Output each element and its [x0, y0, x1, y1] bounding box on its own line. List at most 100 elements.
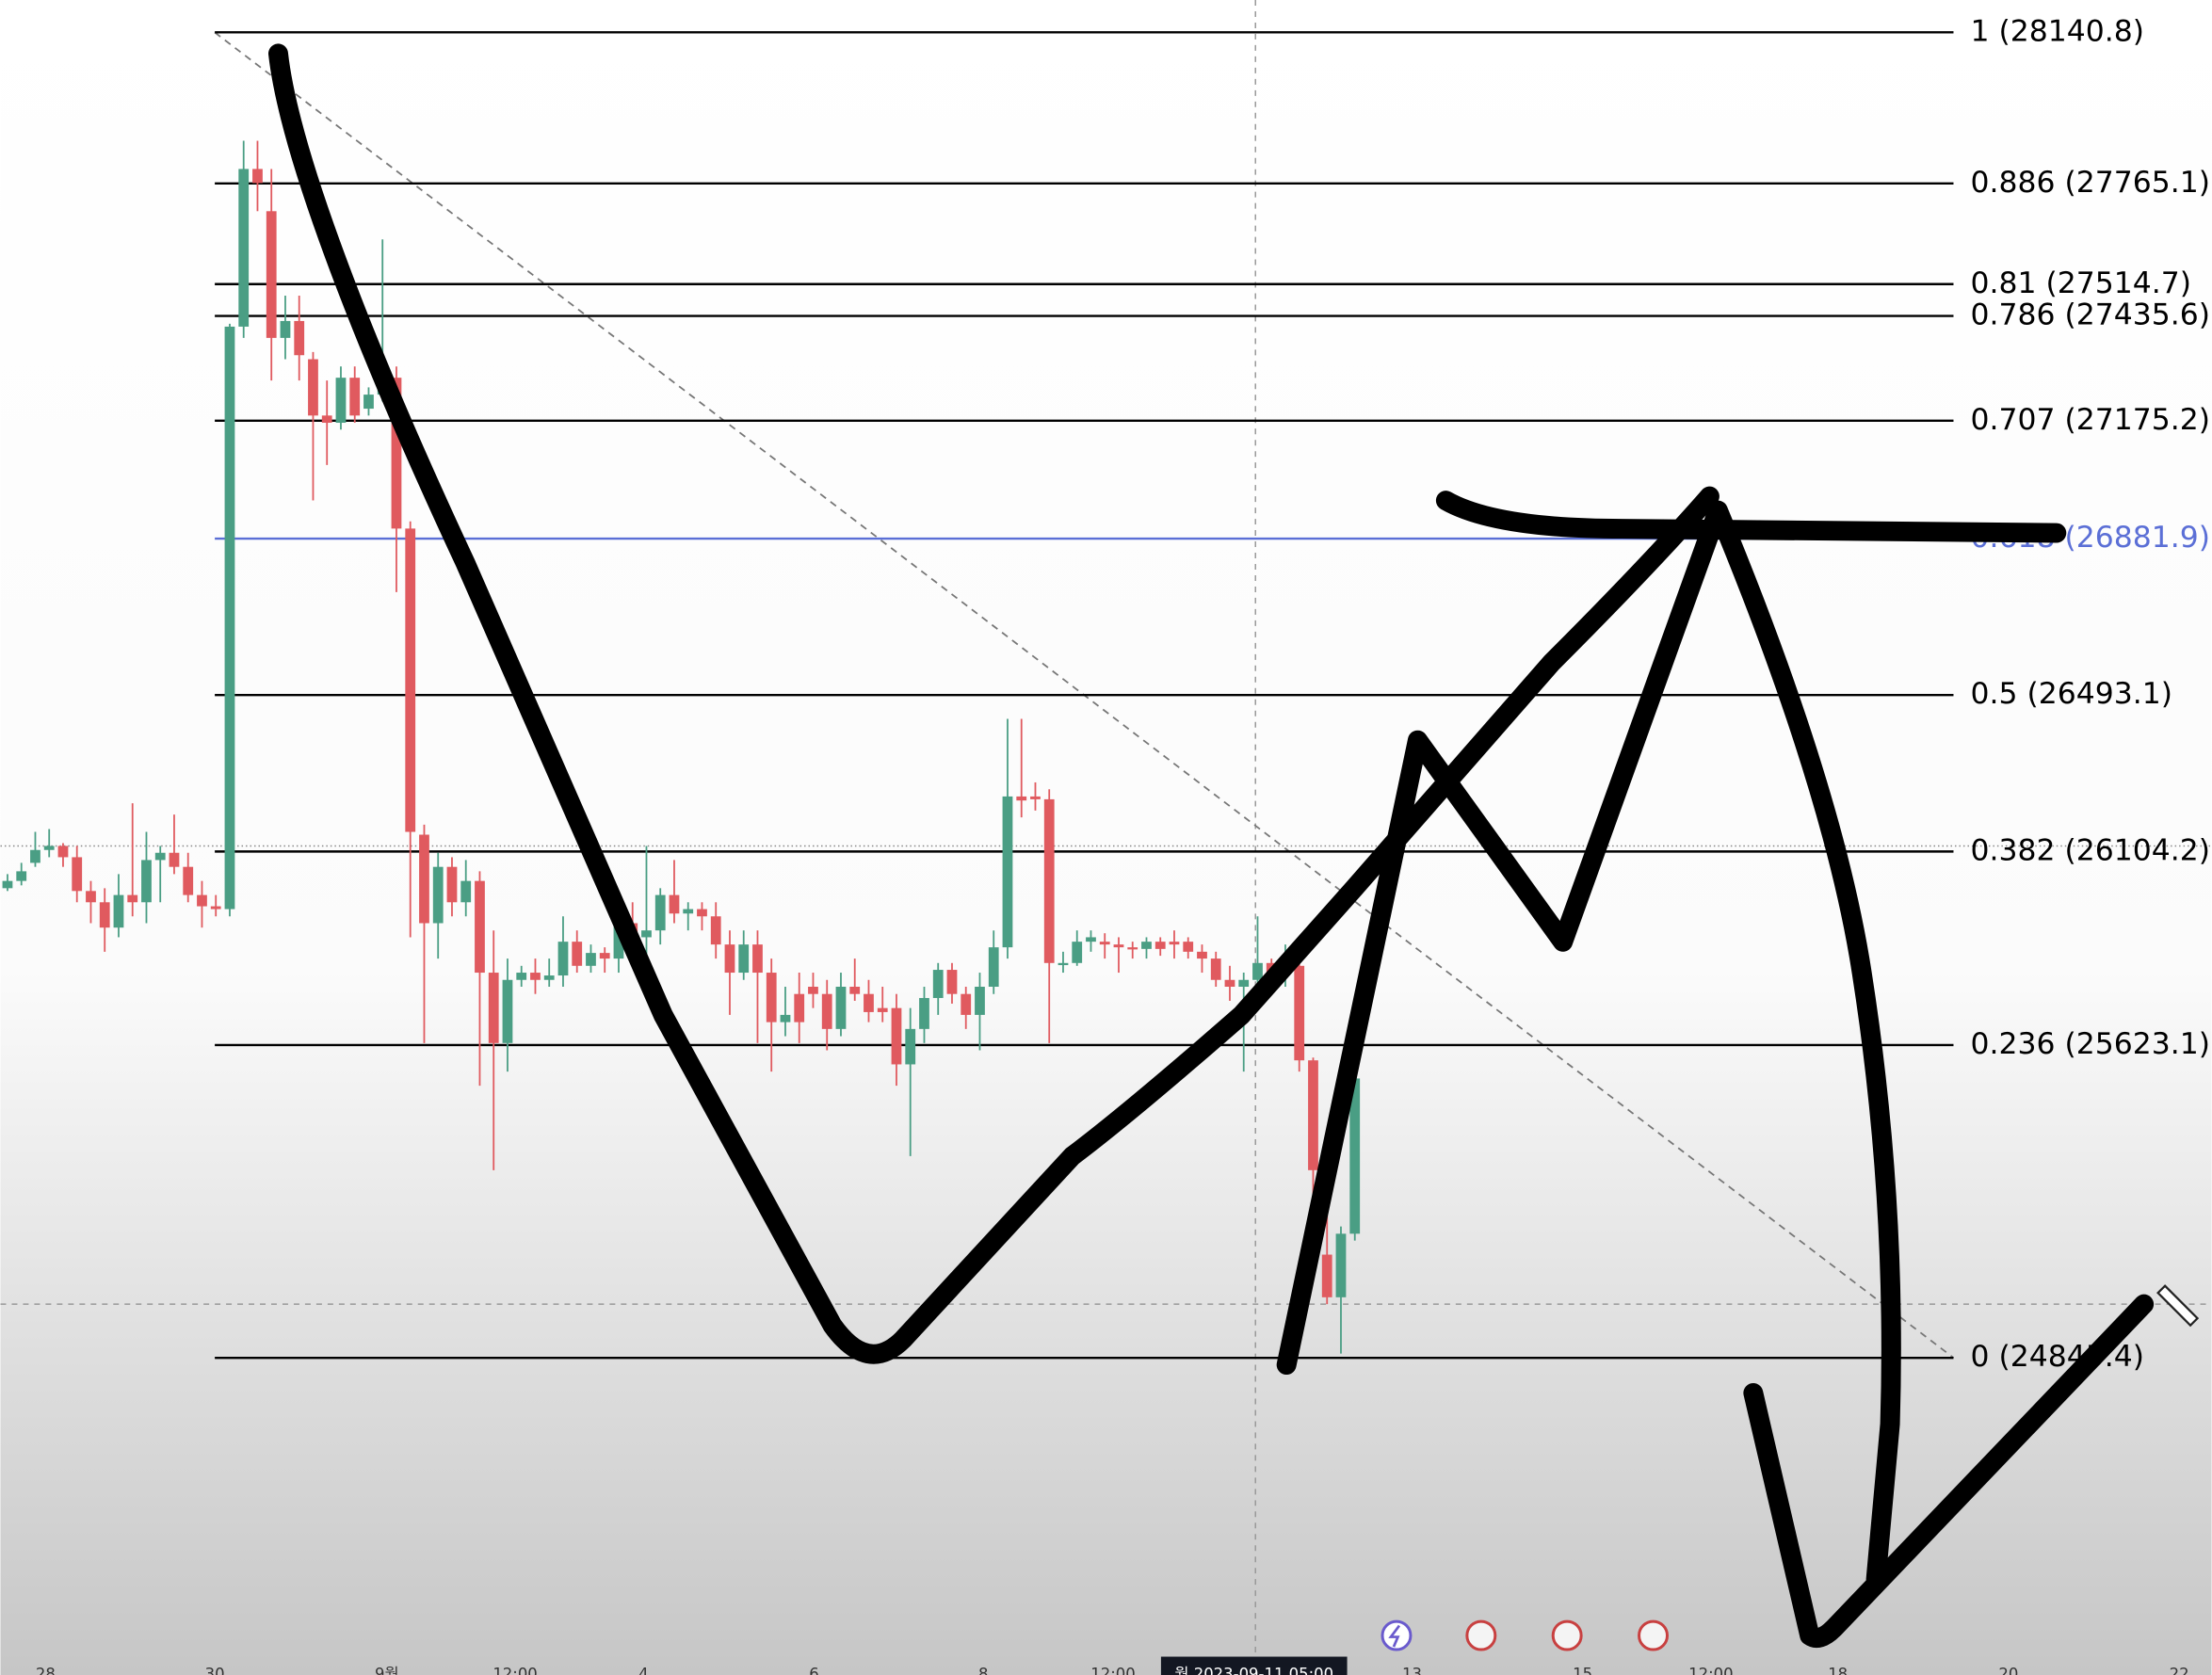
drawn-stroke	[1276, 500, 1901, 1589]
candle-body	[877, 1007, 888, 1012]
candle-body	[1002, 796, 1013, 948]
x-tick-label: 20	[1998, 1665, 2018, 1675]
candle-body	[460, 880, 472, 903]
fib-level-label: 0.5 (26493.1)	[1970, 677, 2172, 711]
candle-body	[530, 973, 541, 980]
candle-body	[1294, 965, 1305, 1061]
x-tick-label: 22	[2170, 1665, 2189, 1675]
candle-body	[905, 1028, 916, 1065]
candle-body	[432, 866, 444, 924]
x-tick-label: 6	[809, 1665, 818, 1675]
candle-body	[57, 846, 69, 858]
candle-body	[72, 857, 83, 892]
fib-level-label: 0.382 (26104.2)	[1970, 833, 2210, 867]
x-tick-label: 12:00	[492, 1665, 537, 1675]
drawn-stroke	[1435, 491, 2067, 543]
candle-body	[1141, 942, 1152, 949]
candle-body	[43, 846, 55, 850]
candle-body	[808, 987, 818, 994]
candle-body	[780, 1014, 791, 1023]
candle-body	[1086, 937, 1096, 942]
candle-body	[1154, 942, 1166, 949]
candle-body	[1099, 942, 1110, 945]
fib-level-label: 0.81 (27514.7)	[1970, 266, 2191, 300]
candle-body	[294, 320, 305, 356]
candle-body	[849, 987, 861, 994]
candle-body	[1210, 958, 1221, 980]
fib-level-label: 0.236 (25623.1)	[1970, 1027, 2210, 1061]
candle-body	[127, 894, 138, 903]
event-icon-glyph	[1388, 1624, 1401, 1648]
candle-body	[113, 894, 124, 928]
candle-body	[1224, 979, 1235, 988]
x-tick-label: 30	[205, 1665, 225, 1675]
candles	[2, 140, 1361, 1354]
candle-body	[1183, 942, 1194, 952]
candle-body	[1072, 942, 1083, 963]
candle-body	[932, 970, 944, 998]
candle-body	[543, 975, 555, 980]
candle-body	[1349, 1078, 1361, 1234]
candle-body	[154, 852, 166, 861]
candle-body	[475, 880, 485, 974]
candle-body	[961, 993, 972, 1015]
candle-body	[919, 997, 929, 1029]
x-tick-label: 13	[1402, 1665, 1422, 1675]
candle-body	[1308, 1060, 1318, 1170]
candle-body	[183, 866, 194, 895]
candle-body	[2, 880, 13, 889]
candle-body	[335, 378, 347, 424]
x-tick-label: 28	[36, 1665, 56, 1675]
candle-body	[446, 866, 458, 903]
event-icon[interactable]	[1380, 1619, 1413, 1651]
candle-body	[641, 930, 652, 938]
candle-body	[280, 320, 291, 338]
candle-body	[1030, 796, 1041, 799]
candle-body	[1197, 951, 1207, 959]
x-tick-label: 15	[1573, 1665, 1592, 1675]
candle-body	[654, 894, 666, 931]
x-tick-label: 12:00	[1090, 1665, 1135, 1675]
candle-body	[794, 993, 805, 1023]
candle-body	[321, 415, 332, 424]
candle-body	[613, 923, 624, 959]
hand-drawing	[268, 43, 2200, 1649]
x-tick-label: 4	[638, 1665, 648, 1675]
cursor-time-box	[1160, 1656, 1348, 1675]
event-icon[interactable]	[1551, 1619, 1583, 1651]
event-icon[interactable]	[1638, 1619, 1669, 1651]
candle-body	[891, 1007, 902, 1065]
candle-body	[1169, 942, 1180, 945]
candle-body	[724, 944, 735, 974]
candle-body	[86, 891, 96, 903]
candle-body	[405, 528, 416, 832]
candle-body	[419, 834, 429, 924]
candle-body	[169, 852, 180, 867]
candle-body	[16, 871, 27, 881]
event-icon[interactable]	[1465, 1619, 1497, 1651]
cursor-time-label: 월 2023-09-11 05:00	[1174, 1665, 1333, 1675]
candle-body	[1238, 979, 1250, 988]
candle-body	[391, 378, 402, 529]
candle-body	[1043, 798, 1055, 963]
drawn-arrow	[1743, 1294, 2155, 1649]
candle-body	[30, 849, 40, 863]
candle-body	[308, 359, 318, 416]
candle-body	[141, 860, 152, 903]
x-tick-label: 18	[1828, 1665, 1848, 1675]
candle-body	[669, 894, 680, 914]
candle-body	[266, 211, 277, 338]
fib-level-label: 0.786 (27435.6)	[1970, 298, 2210, 332]
candle-body	[738, 944, 750, 974]
candle-body	[363, 395, 374, 410]
candle-body	[210, 906, 221, 910]
candle-body	[1335, 1233, 1347, 1297]
candle-body	[557, 942, 569, 976]
pencil-cursor	[2156, 1284, 2200, 1328]
candle-body	[1113, 944, 1124, 948]
candle-body	[349, 378, 361, 416]
x-tick-label: 8	[978, 1665, 988, 1675]
fib-level-label: 1 (28140.8)	[1970, 14, 2144, 48]
